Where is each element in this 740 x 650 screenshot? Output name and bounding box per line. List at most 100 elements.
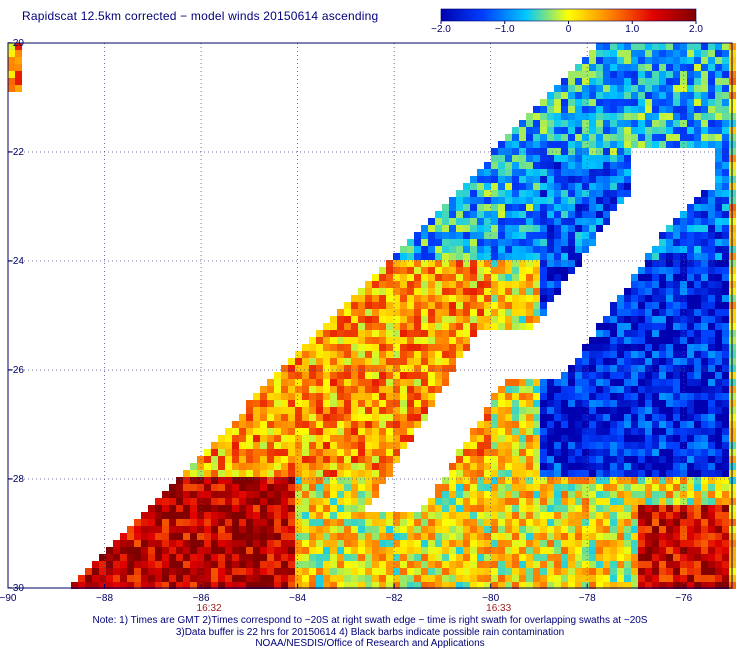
heatmap-cell (379, 582, 386, 589)
heatmap-cell (673, 372, 680, 379)
heatmap-cell (442, 379, 449, 386)
heatmap-cell (372, 533, 379, 540)
heatmap-cell (498, 323, 505, 330)
heatmap-cell (428, 330, 435, 337)
heatmap-cell (484, 281, 491, 288)
heatmap-cell (281, 477, 288, 484)
heatmap-cell (638, 78, 645, 85)
heatmap-cell (379, 435, 386, 442)
heatmap-cell (148, 554, 155, 561)
heatmap-cell (421, 316, 428, 323)
heatmap-cell (204, 505, 211, 512)
heatmap-cell (274, 540, 281, 547)
heatmap-cell (568, 134, 575, 141)
heatmap-cell (554, 281, 561, 288)
heatmap-cell (372, 295, 379, 302)
heatmap-cell (372, 582, 379, 589)
heatmap-cell (435, 260, 442, 267)
heatmap-cell (330, 519, 337, 526)
heatmap-cell (435, 526, 442, 533)
heatmap-cell (680, 365, 687, 372)
heatmap-cell (330, 365, 337, 372)
heatmap-cell (239, 477, 246, 484)
heatmap-cell (190, 540, 197, 547)
heatmap-cell (330, 372, 337, 379)
heatmap-cell (659, 99, 666, 106)
heatmap-cell (701, 358, 708, 365)
heatmap-cell (659, 407, 666, 414)
heatmap-cell (155, 554, 162, 561)
heatmap-cell (547, 176, 554, 183)
heatmap-cell (666, 239, 673, 246)
heatmap-cell (316, 442, 323, 449)
heatmap-cell (715, 148, 722, 155)
heatmap-cell (232, 435, 239, 442)
heatmap-cell (624, 449, 631, 456)
heatmap-cell (715, 274, 722, 281)
y-tick-label: −22 (7, 147, 24, 158)
heatmap-cell (435, 379, 442, 386)
heatmap-cell (603, 421, 610, 428)
heatmap-cell (673, 295, 680, 302)
heatmap-cell (316, 554, 323, 561)
heatmap-cell (596, 582, 603, 589)
heatmap-cell (533, 239, 540, 246)
heatmap-cell (365, 372, 372, 379)
heatmap-cell (239, 540, 246, 547)
heatmap-cell (540, 477, 547, 484)
heatmap-cell (687, 351, 694, 358)
heatmap-cell (540, 575, 547, 582)
heatmap-cell (393, 295, 400, 302)
heatmap-cell (645, 449, 652, 456)
heatmap-cell (645, 50, 652, 57)
heatmap-cell (715, 477, 722, 484)
heatmap-cell (358, 484, 365, 491)
heatmap-cell (358, 568, 365, 575)
heatmap-cell (512, 176, 519, 183)
heatmap-cell (358, 582, 365, 589)
heatmap-cell (715, 302, 722, 309)
heatmap-cell (631, 449, 638, 456)
heatmap-cell (491, 575, 498, 582)
heatmap-cell (582, 127, 589, 134)
heatmap-cell (701, 582, 708, 589)
heatmap-cell (526, 379, 533, 386)
heatmap-cell (456, 239, 463, 246)
heatmap-cell (498, 211, 505, 218)
heatmap-cell (568, 127, 575, 134)
heatmap-cell (582, 148, 589, 155)
heatmap-cell (393, 421, 400, 428)
heatmap-cell (708, 260, 715, 267)
heatmap-cell (407, 351, 414, 358)
heatmap-cell (498, 477, 505, 484)
heatmap-cell (85, 568, 92, 575)
heatmap-cell (365, 533, 372, 540)
heatmap-cell (274, 414, 281, 421)
heatmap-cell (379, 309, 386, 316)
heatmap-cell (323, 407, 330, 414)
heatmap-cell (435, 225, 442, 232)
heatmap-cell (197, 505, 204, 512)
heatmap-cell (302, 344, 309, 351)
heatmap-cell (372, 288, 379, 295)
heatmap-cell (351, 547, 358, 554)
heatmap-cell (211, 463, 218, 470)
heatmap-cell (652, 456, 659, 463)
heatmap-cell (610, 113, 617, 120)
heatmap-cell (680, 561, 687, 568)
heatmap-cell (393, 428, 400, 435)
heatmap-cell (533, 449, 540, 456)
heatmap-cell (400, 330, 407, 337)
heatmap-cell (491, 414, 498, 421)
heatmap-cell (407, 393, 414, 400)
heatmap-cell (540, 120, 547, 127)
heatmap-cell (141, 540, 148, 547)
heatmap-cell (484, 519, 491, 526)
heatmap-cell (582, 512, 589, 519)
heatmap-cell (505, 302, 512, 309)
heatmap-cell (596, 547, 603, 554)
heatmap-cell (645, 309, 652, 316)
heatmap-cell (547, 463, 554, 470)
heatmap-cell (589, 141, 596, 148)
heatmap-cell (645, 547, 652, 554)
